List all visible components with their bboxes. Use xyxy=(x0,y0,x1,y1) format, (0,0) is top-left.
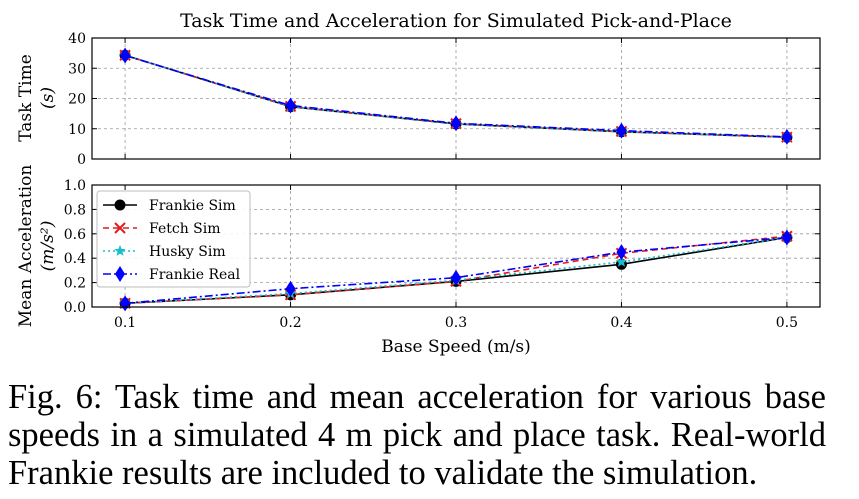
task-time-ytick-label: 20 xyxy=(68,92,86,108)
legend: Frankie Sim Fetch Sim Husky Sim Frankie Rea… xyxy=(96,190,251,288)
acceleration-ytick-label: 0.8 xyxy=(64,202,86,218)
acceleration-frame xyxy=(91,184,821,308)
task-time-panel: 0 10 20 30 40 xyxy=(68,31,821,168)
acceleration-ytick-label: 0.0 xyxy=(64,300,86,316)
task-time-ytick-label: 40 xyxy=(68,31,86,47)
figure-caption: Fig. 6: Task time and mean acceleration … xyxy=(8,378,826,492)
acceleration-ytick-label: 0.2 xyxy=(64,276,86,292)
task-time-ytick-label: 10 xyxy=(68,122,86,138)
legend-marker-frankie-sim xyxy=(114,199,126,211)
legend-box xyxy=(96,190,251,288)
figure: Task Time and Acceleration for Simulated… xyxy=(16,10,821,357)
acceleration-panel: 0.0 0.2 0.4 0.6 0.8 1.0 0.1 0.2 0.3 0.4 0.5 xyxy=(64,178,821,331)
legend-label-fetch-sim: Fetch Sim xyxy=(149,221,221,237)
legend-marker-frankie-real xyxy=(115,266,125,282)
acceleration-point-frankie-real xyxy=(616,244,627,261)
legend-label-frankie-sim: Frankie Sim xyxy=(149,198,236,214)
acceleration-ylabel: Mean Acceleration xyxy=(16,165,36,328)
legend-label-husky-sim: Husky Sim xyxy=(149,244,226,260)
task-time-ytick-label: 0 xyxy=(77,152,86,168)
task-time-ylabel-unit: (s) xyxy=(38,87,58,109)
caption-text: Task time and mean acceleration for vari… xyxy=(8,378,826,492)
task-time-point-frankie-real xyxy=(120,47,131,64)
legend-marker-husky-sim xyxy=(114,245,126,256)
task-time-frame xyxy=(91,37,821,160)
legend-marker-fetch-sim xyxy=(114,222,126,234)
acceleration-ylabel-unit: (m/s²) xyxy=(38,221,58,272)
acceleration-point-frankie-real xyxy=(451,269,461,286)
task-time-ylabel: Task Time xyxy=(16,54,36,142)
acceleration-xtick-label: 0.5 xyxy=(776,315,798,331)
task-time-point-frankie-real xyxy=(781,128,792,145)
caption-label: Fig. 6: xyxy=(8,378,103,416)
acceleration-xtick-label: 0.3 xyxy=(445,315,467,331)
acceleration-point-husky-sim xyxy=(615,255,628,267)
task-time-point-frankie-real xyxy=(616,122,627,139)
legend-label-frankie-real: Frankie Real xyxy=(149,267,241,283)
task-time-point-frankie-real xyxy=(451,115,461,132)
task-time-point-frankie-real xyxy=(285,97,296,114)
acceleration-ytick-label: 0.4 xyxy=(64,251,86,267)
chart-title: Task Time and Acceleration for Simulated… xyxy=(180,10,732,32)
acceleration-xtick-label: 0.4 xyxy=(610,315,632,331)
task-time-ytick-label: 30 xyxy=(68,61,86,77)
x-axis-label: Base Speed (m/s) xyxy=(381,337,531,357)
acceleration-point-frankie-real xyxy=(285,280,296,297)
acceleration-point-frankie-real xyxy=(120,295,131,312)
acceleration-xtick-label: 0.1 xyxy=(114,315,136,331)
acceleration-point-frankie-real xyxy=(781,229,792,246)
acceleration-ytick-label: 1.0 xyxy=(64,178,86,194)
acceleration-xtick-label: 0.2 xyxy=(279,315,301,331)
acceleration-ytick-label: 0.6 xyxy=(64,227,86,243)
